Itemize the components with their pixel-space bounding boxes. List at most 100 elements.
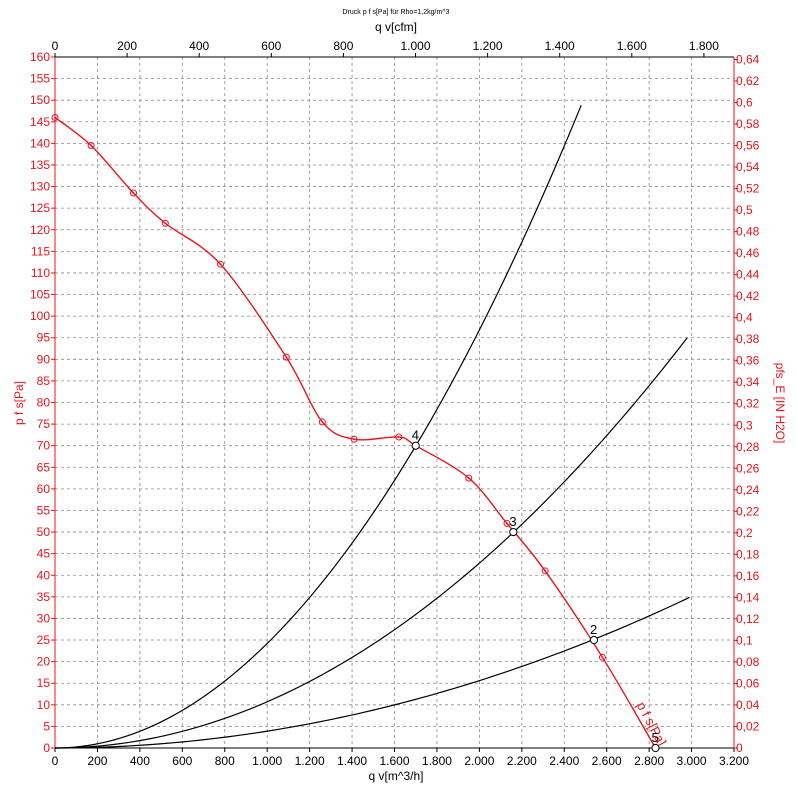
right-tick-label: 0,04 bbox=[736, 698, 760, 712]
left-tick-label: 110 bbox=[31, 266, 50, 280]
operating-points: 2 3 4 5 bbox=[411, 428, 660, 753]
fan-curve-marker-dot bbox=[54, 116, 56, 119]
bottom-tick-label: 800 bbox=[215, 754, 235, 768]
right-tick-label: 0,02 bbox=[736, 719, 760, 733]
bottom-axis-title: q v[m^3/h] bbox=[369, 769, 424, 783]
fan-curve-line bbox=[54, 116, 657, 749]
left-tick-label: 145 bbox=[30, 115, 50, 129]
right-tick-label: 0,62 bbox=[736, 74, 760, 88]
left-tick-label: 135 bbox=[30, 158, 50, 172]
fan-curve-marker bbox=[51, 113, 59, 121]
left-tick-label: 70 bbox=[37, 439, 51, 453]
bottom-tick-label: 1.400 bbox=[337, 754, 367, 768]
operating-point-marker bbox=[411, 441, 420, 450]
right-tick-label: 0,28 bbox=[736, 440, 760, 454]
fan-curve-marker bbox=[541, 567, 549, 575]
right-tick-label: 0,14 bbox=[736, 590, 760, 604]
bottom-tick-label: 3.000 bbox=[677, 754, 707, 768]
bottom-tick-label: 1.600 bbox=[379, 754, 409, 768]
left-tick-label: 35 bbox=[37, 590, 51, 604]
left-axis-title: p f s[Pa] bbox=[12, 381, 26, 425]
bottom-tick-label: 2.400 bbox=[549, 754, 579, 768]
left-tick-label: 20 bbox=[37, 655, 51, 669]
right-tick-label: 0,56 bbox=[736, 139, 760, 153]
fan-curve-marker bbox=[503, 519, 511, 527]
fan-curve-marker bbox=[130, 189, 138, 197]
fan-curve-marker-dot bbox=[321, 421, 324, 423]
left-tick-label: 140 bbox=[30, 136, 50, 150]
fan-curve: p f s[Pa] bbox=[51, 113, 669, 752]
right-tick-label: 0,36 bbox=[736, 354, 760, 368]
fan-curve-marker-dot bbox=[164, 222, 167, 225]
system-curve bbox=[54, 104, 582, 749]
left-tick-label: 80 bbox=[37, 396, 51, 410]
axes bbox=[51, 53, 738, 752]
chart-title: Druck p f s[Pa] für Rho=1,2kg/m^3 bbox=[343, 9, 450, 16]
bottom-tick-label: 1.000 bbox=[252, 754, 282, 768]
system-curves bbox=[54, 104, 690, 749]
left-tick-label: 10 bbox=[37, 698, 51, 712]
bottom-tick-label: 2.800 bbox=[634, 754, 664, 768]
left-tick-label: 160 bbox=[30, 50, 50, 64]
left-tick-label: 120 bbox=[30, 223, 50, 237]
right-tick-label: 0,18 bbox=[736, 547, 760, 561]
right-tick-label: 0 bbox=[736, 741, 743, 755]
operating-point-label: 2 bbox=[590, 622, 597, 637]
right-tick-label: 0,26 bbox=[736, 461, 760, 475]
bottom-tick-label: 600 bbox=[172, 754, 192, 768]
left-tick-label: 25 bbox=[37, 633, 51, 647]
fan-curve-marker-dot bbox=[601, 656, 604, 659]
right-tick-label: 0,24 bbox=[736, 483, 760, 497]
bottom-tick-label: 2.600 bbox=[592, 754, 622, 768]
top-tick-label: 0 bbox=[52, 39, 59, 53]
left-tick-label: 30 bbox=[37, 611, 51, 625]
left-tick-label: 100 bbox=[30, 309, 50, 323]
fan-curve-marker-dot bbox=[397, 436, 400, 438]
bottom-tick-label: 0 bbox=[52, 754, 59, 768]
right-tick-label: 0,44 bbox=[736, 268, 760, 282]
fan-curve-marker-dot bbox=[132, 192, 135, 194]
top-tick-label: 800 bbox=[333, 39, 353, 53]
left-tick-label: 40 bbox=[37, 568, 51, 582]
right-tick-label: 0,54 bbox=[736, 160, 760, 174]
right-tick-label: 0,58 bbox=[736, 117, 760, 131]
fan-curve-marker-dot bbox=[285, 356, 288, 359]
right-tick-label: 0,52 bbox=[736, 182, 760, 196]
fan-curve-marker-dot bbox=[467, 477, 470, 479]
top-tick-label: 400 bbox=[189, 39, 209, 53]
fan-curve-marker-dot bbox=[90, 144, 92, 147]
top-tick-label: 1.400 bbox=[545, 39, 575, 53]
operating-point-label: 5 bbox=[651, 730, 658, 745]
operating-point-marker bbox=[589, 635, 599, 645]
left-tick-label: 150 bbox=[30, 93, 50, 107]
right-tick-label: 0,06 bbox=[736, 676, 760, 690]
top-axis-title: q v[cfm] bbox=[375, 20, 417, 34]
fan-curve-marker bbox=[87, 142, 95, 150]
right-tick-label: 0,22 bbox=[736, 504, 760, 518]
fan-curve-marker-dot bbox=[544, 570, 547, 572]
right-tick-label: 0,5 bbox=[736, 203, 753, 217]
left-tick-label: 60 bbox=[37, 482, 51, 496]
right-tick-label: 0,34 bbox=[736, 375, 760, 389]
right-axis-title: pfs_E [IN H2O] bbox=[773, 363, 787, 444]
right-tick-label: 0,2 bbox=[736, 526, 753, 540]
left-tick-label: 125 bbox=[30, 201, 50, 215]
top-tick-label: 1.200 bbox=[473, 39, 503, 53]
left-tick-label: 50 bbox=[37, 525, 51, 539]
bottom-tick-label: 2.200 bbox=[507, 754, 537, 768]
left-tick-label: 130 bbox=[30, 180, 50, 194]
right-tick-label: 0,4 bbox=[736, 311, 753, 325]
bottom-tick-label: 400 bbox=[130, 754, 150, 768]
right-tick-label: 0,64 bbox=[736, 52, 760, 66]
right-tick-label: 0,48 bbox=[736, 225, 760, 239]
top-tick-label: 1.600 bbox=[617, 39, 647, 53]
right-tick-label: 0,42 bbox=[736, 289, 760, 303]
fan-curve-marker bbox=[395, 433, 403, 441]
operating-point-label: 4 bbox=[412, 428, 419, 443]
grid-lines bbox=[55, 57, 734, 748]
left-tick-label: 15 bbox=[37, 676, 51, 690]
left-tick-label: 75 bbox=[37, 417, 51, 431]
right-tick-label: 0,08 bbox=[736, 655, 760, 669]
left-tick-label: 115 bbox=[31, 244, 50, 258]
left-tick-label: 155 bbox=[30, 72, 50, 86]
